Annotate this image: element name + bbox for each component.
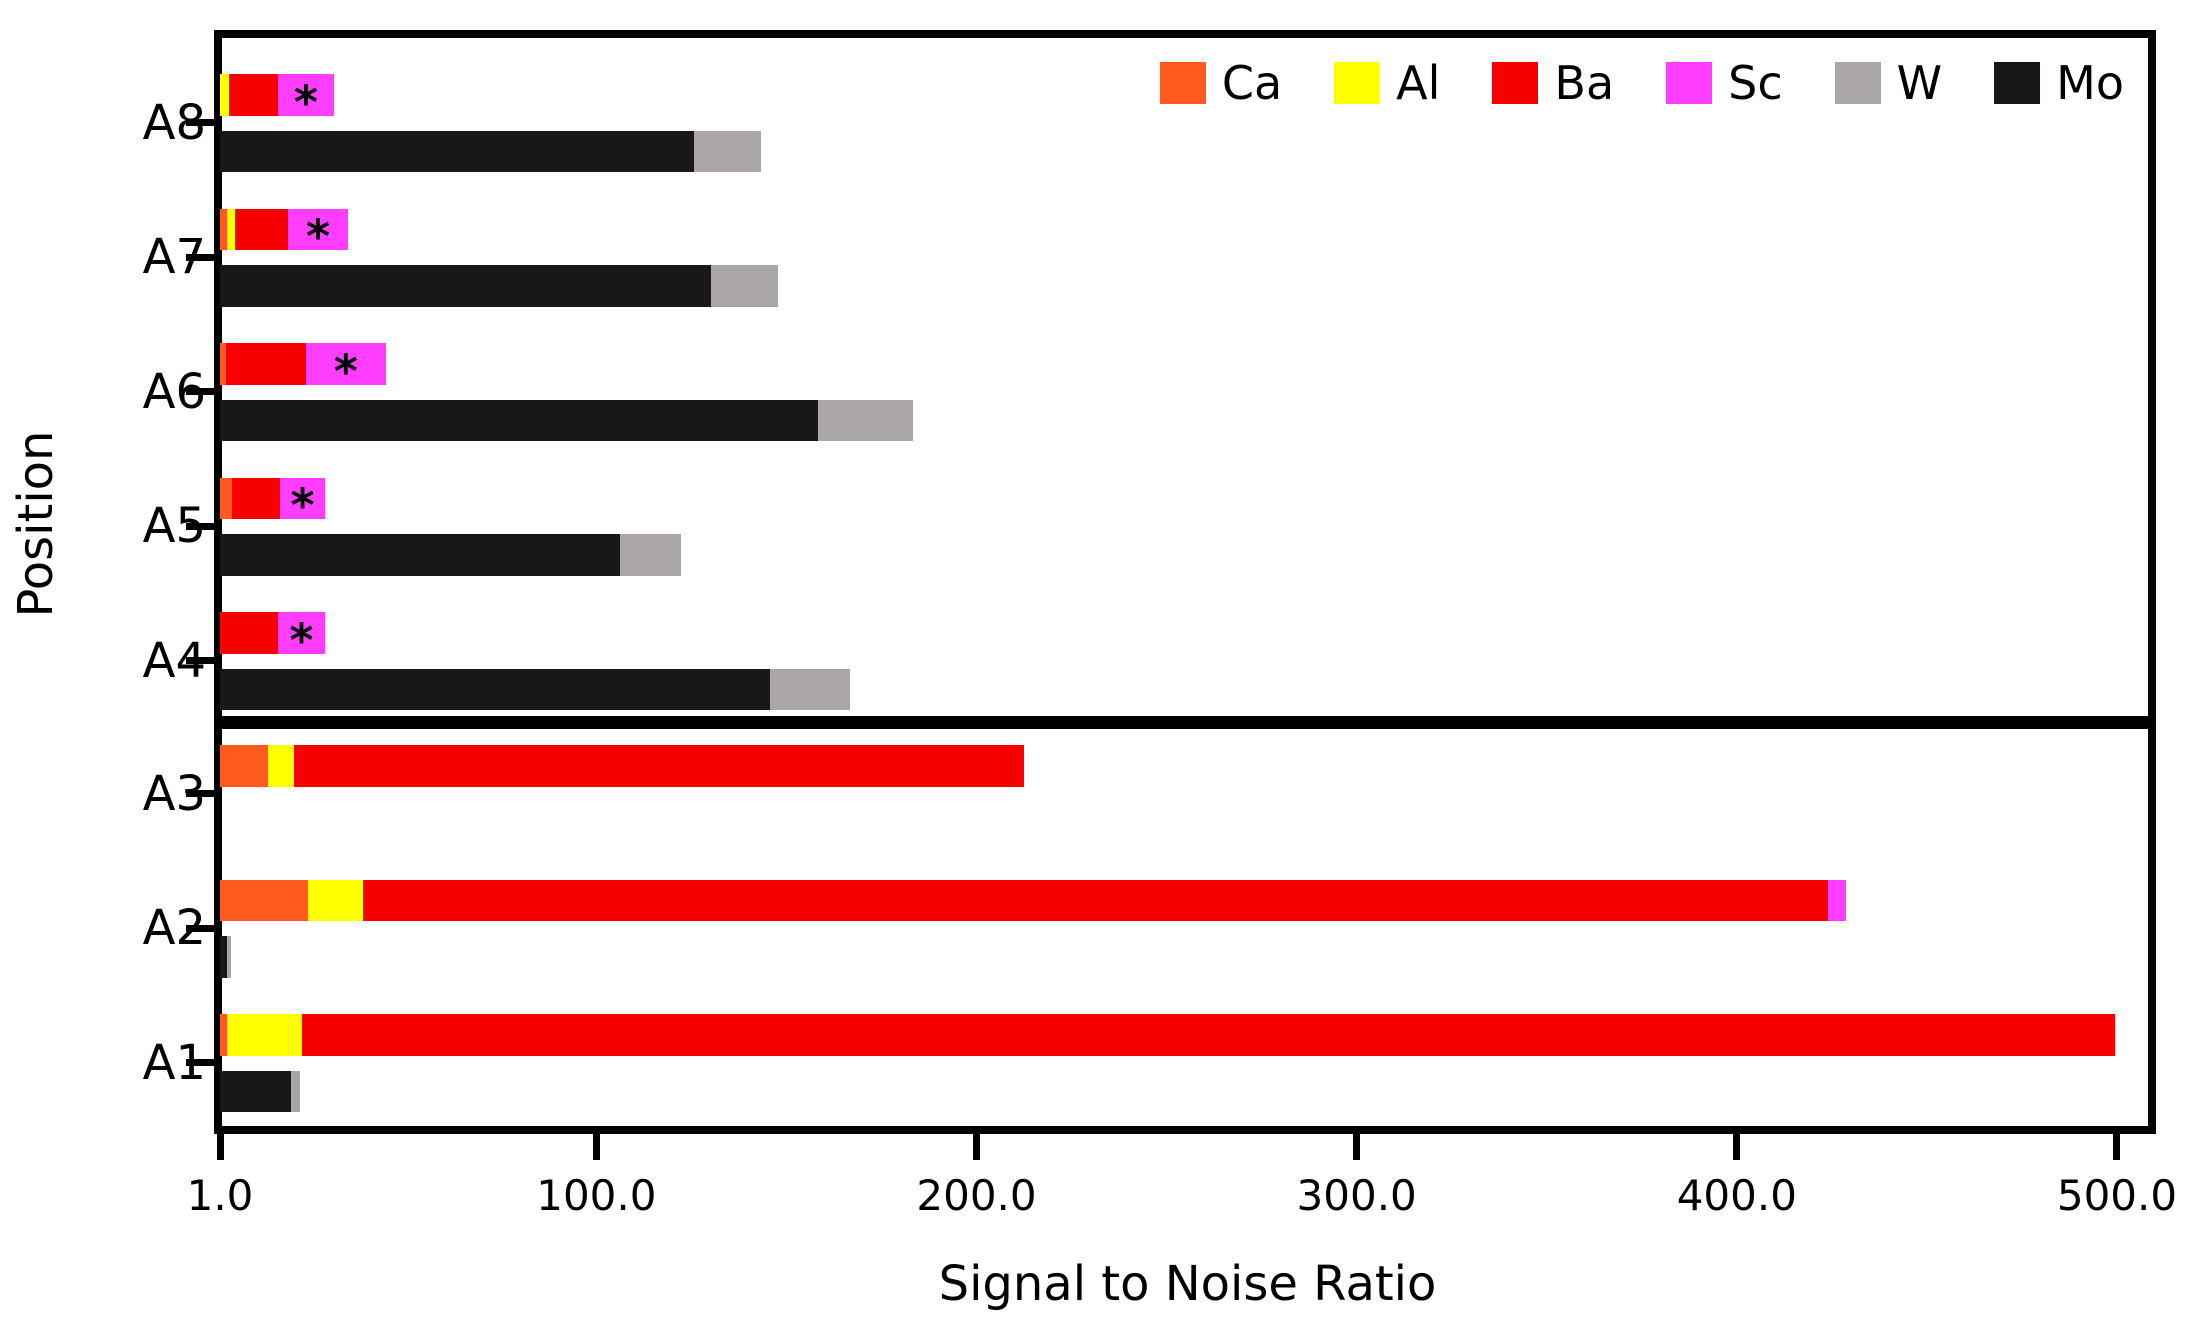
significance-asterisk: * bbox=[306, 209, 331, 264]
bar-segment-A1-W bbox=[291, 1070, 301, 1112]
y-tick-label-A8: A8 bbox=[142, 94, 206, 151]
legend-label: Ba bbox=[1554, 56, 1615, 110]
bar-segment-A7-Mo bbox=[220, 265, 711, 307]
legend-item-Al: Al bbox=[1334, 60, 1440, 106]
bar-segment-A2-W bbox=[226, 936, 231, 978]
left-spine bbox=[214, 30, 222, 1134]
legend: Ca Al Ba Sc W Mo bbox=[1159, 56, 2124, 110]
bar-segment-A7-W bbox=[710, 265, 778, 307]
significance-asterisk: * bbox=[293, 75, 318, 130]
bar-segment-A5-Mo bbox=[220, 534, 620, 576]
legend-label: W bbox=[1896, 56, 1943, 110]
y-tick-A1 bbox=[186, 1059, 220, 1067]
y-tick-A7 bbox=[186, 253, 220, 261]
bar-segment-A6-W bbox=[817, 399, 913, 441]
y-tick-label-A4: A4 bbox=[142, 632, 206, 689]
y-tick-label-A2: A2 bbox=[142, 900, 206, 957]
bar-segment-A4-Sc: * bbox=[277, 612, 325, 663]
legend-item-W: W bbox=[1834, 56, 1943, 110]
significance-asterisk: * bbox=[333, 344, 358, 399]
bar-segment-A1-Ba bbox=[302, 1014, 2115, 1056]
legend-label: Sc bbox=[1728, 56, 1783, 110]
legend-label: Mo bbox=[2056, 56, 2124, 110]
bar-segment-A4-Mo bbox=[220, 668, 770, 710]
legend-swatch-Mo bbox=[1994, 62, 2041, 104]
bar-segment-A2-Ca bbox=[220, 879, 308, 921]
y-tick-A5 bbox=[186, 522, 220, 530]
legend-swatch-Ba bbox=[1492, 62, 1539, 104]
x-tick-label-100.0: 100.0 bbox=[536, 1171, 657, 1220]
right-spine bbox=[2148, 30, 2156, 1134]
x-tick-label-400.0: 400.0 bbox=[1676, 1171, 1797, 1220]
bar-segment-A5-W bbox=[619, 534, 681, 576]
y-tick-A3 bbox=[186, 790, 220, 798]
y-tick-label-A1: A1 bbox=[142, 1034, 206, 1091]
bar-segment-A7-Sc: * bbox=[288, 208, 349, 260]
bar-segment-A7-Al bbox=[226, 208, 235, 250]
bar-segment-A5-Ba bbox=[232, 477, 281, 519]
bar-segment-A1-Mo bbox=[220, 1070, 292, 1112]
bar-segment-A5-Sc: * bbox=[280, 477, 325, 529]
bar-segment-A1-Ca bbox=[220, 1014, 227, 1056]
bar-segment-A1-Al bbox=[226, 1014, 303, 1056]
bar-segment-A6-Mo bbox=[220, 399, 818, 441]
x-tick-label-500.0: 500.0 bbox=[2056, 1171, 2178, 1220]
legend-label: Al bbox=[1396, 56, 1441, 110]
bar-segment-A2-Al bbox=[307, 879, 363, 921]
bar-segment-A6-Ca bbox=[220, 343, 227, 385]
y-tick-label-A6: A6 bbox=[142, 363, 206, 420]
bar-segment-A3-Ca bbox=[220, 745, 268, 787]
bar-segment-A4-W bbox=[769, 668, 850, 710]
significance-asterisk: * bbox=[289, 613, 314, 668]
bar-segment-A6-Sc: * bbox=[305, 343, 386, 394]
bar-segment-A8-Mo bbox=[220, 130, 694, 172]
bar-segment-A7-Ca bbox=[220, 208, 227, 250]
significance-asterisk: * bbox=[290, 478, 315, 533]
legend-swatch-Al bbox=[1334, 62, 1381, 104]
bar-segment-A8-W bbox=[693, 130, 761, 172]
legend-item-Mo: Mo bbox=[1994, 60, 2124, 106]
y-tick-A6 bbox=[186, 388, 220, 396]
y-tick-label-A3: A3 bbox=[142, 765, 206, 822]
y-tick-label-A5: A5 bbox=[142, 498, 206, 555]
bar-segment-A3-Ba bbox=[294, 745, 1024, 787]
x-tick-300.0 bbox=[1353, 1134, 1361, 1160]
bar-segment-A3-Al bbox=[267, 745, 295, 787]
x-tick-400.0 bbox=[1733, 1134, 1741, 1160]
bar-segment-A2-Ba bbox=[362, 879, 1828, 921]
bar-segment-A5-Ca bbox=[220, 477, 233, 519]
y-tick-A2 bbox=[186, 924, 220, 932]
x-tick-100.0 bbox=[592, 1134, 600, 1160]
bar-segment-A2-Sc bbox=[1827, 879, 1846, 921]
x-tick-label-1.0: 1.0 bbox=[186, 1171, 254, 1220]
legend-swatch-W bbox=[1834, 62, 1881, 104]
x-tick-200.0 bbox=[973, 1134, 980, 1160]
x-tick-500.0 bbox=[2113, 1134, 2121, 1160]
y-tick-label-A7: A7 bbox=[142, 229, 206, 286]
panel-divider bbox=[214, 716, 2156, 729]
bar-segment-A2-Mo bbox=[220, 936, 227, 978]
legend-item-Ca: Ca bbox=[1159, 56, 1283, 110]
bar-segment-A4-Ba bbox=[220, 612, 278, 654]
legend-swatch-Ca bbox=[1159, 62, 1206, 104]
legend-item-Sc: Sc bbox=[1666, 60, 1783, 106]
bottom-spine bbox=[214, 1126, 2156, 1134]
y-tick-A8 bbox=[186, 119, 220, 127]
x-tick-label-200.0: 200.0 bbox=[916, 1171, 1037, 1220]
bar-segment-A6-Ba bbox=[226, 343, 306, 385]
legend-item-Ba: Ba bbox=[1492, 60, 1614, 106]
legend-swatch-Sc bbox=[1666, 62, 1713, 104]
x-axis-title: Signal to Noise Ratio bbox=[938, 1256, 1437, 1312]
bar-segment-A8-Ba bbox=[229, 74, 278, 116]
top-spine bbox=[214, 30, 2156, 38]
x-tick-label-300.0: 300.0 bbox=[1296, 1171, 1417, 1220]
bar-segment-A7-Ba bbox=[234, 208, 289, 250]
legend-label: Ca bbox=[1221, 56, 1283, 110]
y-tick-A4 bbox=[186, 657, 220, 665]
x-tick-1.0 bbox=[216, 1134, 224, 1160]
bar-segment-A8-Al bbox=[220, 74, 230, 116]
bar-segment-A8-Sc: * bbox=[277, 74, 335, 125]
